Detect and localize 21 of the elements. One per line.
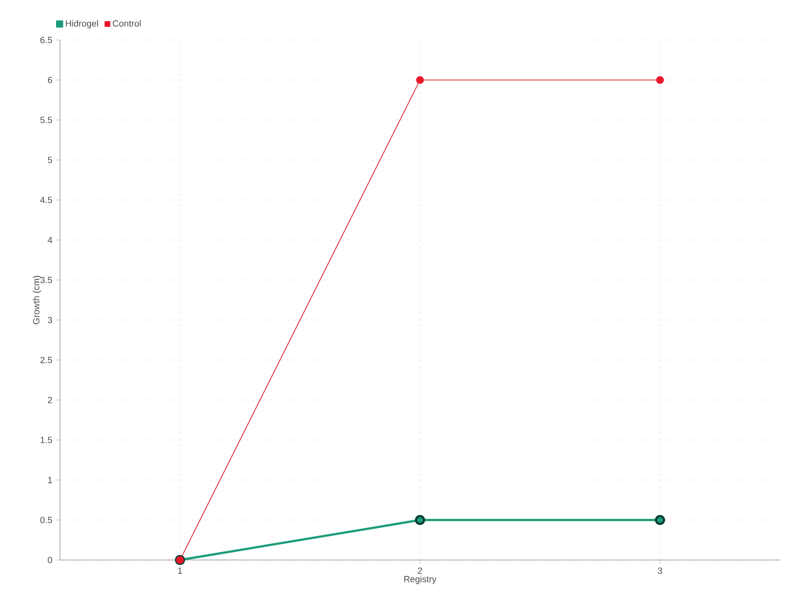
y-axis-title: Growth (cm): [32, 276, 42, 324]
y-tick-label: 4.5: [40, 196, 52, 204]
x-axis-title: Registry: [404, 576, 436, 584]
legend-label: Control: [112, 20, 141, 27]
y-tick-label: 0.5: [40, 516, 52, 524]
y-tick-label: 5: [48, 156, 52, 164]
x-tick-label: 1: [178, 568, 182, 574]
y-tick-label: 2.5: [40, 356, 52, 364]
x-tick-label: 2: [418, 568, 422, 574]
legend-label: Hidrogel: [66, 20, 98, 28]
y-tick-label: 1: [48, 476, 52, 484]
y-tick-label: 4: [48, 236, 52, 244]
y-tick-label: 6.5: [40, 36, 52, 44]
y-tick-label: 5.5: [40, 116, 52, 124]
y-tick-label: 2: [48, 396, 52, 404]
x-tick-label: 3: [658, 568, 662, 574]
y-tick-label: 0: [48, 556, 52, 564]
y-tick-label: 6: [48, 76, 52, 84]
y-tick-label: 3.5: [40, 276, 52, 284]
y-tick-label: 3: [48, 316, 52, 324]
y-tick-label: 1.5: [40, 436, 52, 444]
